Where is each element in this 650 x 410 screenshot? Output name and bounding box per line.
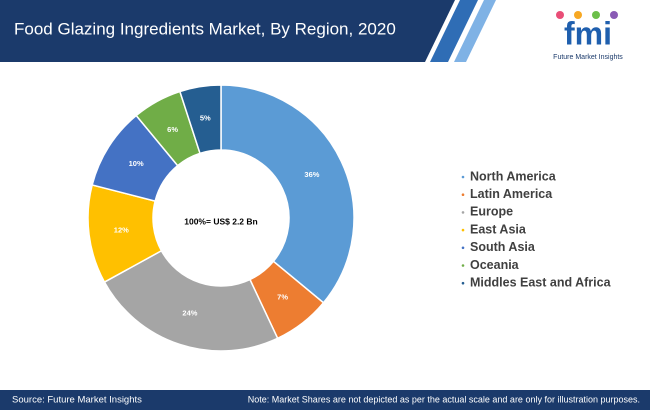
legend-label: South Asia — [470, 240, 536, 254]
data-label: 24% — [182, 309, 197, 318]
chart: 36% 7% 24% 12% 10% 6% 5% 100%= US$ 2.2 Bn North … — [87, 84, 612, 352]
slice — [178, 84, 222, 155]
header-stripe — [454, 0, 496, 62]
legend-marker — [461, 228, 465, 232]
center-label: 100%= US$ 2.2 Bn — [184, 216, 257, 226]
legend-marker — [461, 264, 465, 267]
header-stripe — [430, 0, 478, 62]
logo: fmi Future Market Insights — [553, 11, 623, 61]
legend-label: East Asia — [470, 222, 527, 236]
footer-source: Source: Future Market Insights — [12, 395, 142, 406]
logo-mark: fmi — [564, 15, 612, 51]
legend-marker — [461, 193, 465, 196]
data-label: 36% — [304, 170, 319, 179]
data-label: 12% — [114, 226, 129, 235]
data-label: 10% — [129, 159, 144, 168]
legend-label: Oceania — [470, 258, 520, 272]
logo-name: Future Market Insights — [553, 54, 623, 61]
logo-dot — [610, 11, 618, 19]
logo-dot — [574, 11, 582, 19]
legend-label: Middles East and Africa — [470, 275, 612, 289]
legend-marker — [461, 211, 465, 214]
legend-marker — [461, 246, 465, 250]
logo-dot — [556, 11, 564, 19]
logo-dot — [592, 11, 600, 19]
legend-label: Latin America — [470, 187, 553, 201]
legend-marker — [461, 281, 465, 285]
slice — [103, 249, 279, 352]
data-label: 6% — [167, 125, 178, 134]
legend-label: North America — [470, 169, 557, 183]
footer-note: Note: Market Shares are not depicted as … — [248, 394, 640, 404]
data-label: 7% — [277, 292, 288, 301]
slice — [220, 84, 355, 304]
data-label: 5% — [200, 114, 211, 123]
title: Food Glazing Ingredients Market, By Regi… — [14, 19, 396, 38]
legend-marker — [461, 175, 465, 179]
legend-label: Europe — [470, 205, 513, 219]
header-band — [0, 0, 455, 62]
footer-band — [0, 390, 650, 410]
